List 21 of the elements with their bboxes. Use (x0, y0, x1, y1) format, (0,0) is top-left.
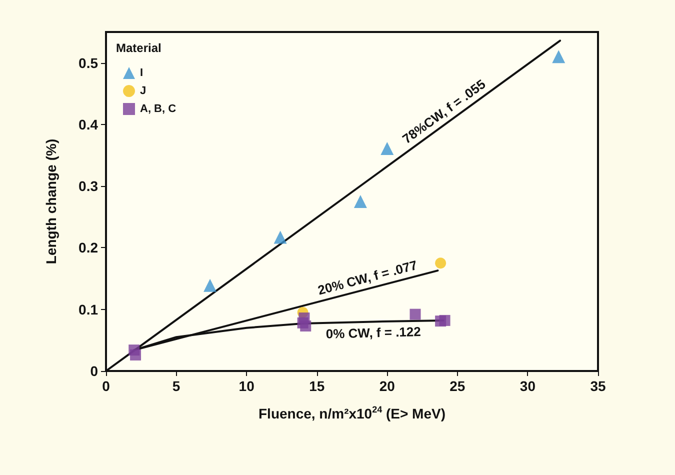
x-tick-label: 15 (309, 378, 325, 394)
y-tick-label: 0.4 (78, 116, 98, 132)
x-tick-label: 20 (379, 378, 396, 394)
legend-label: I (140, 67, 144, 79)
x-tick-label: 25 (450, 378, 466, 394)
annotation: 20% CW, f = .077 (316, 257, 419, 298)
x-tick-label: 30 (520, 378, 536, 394)
legend-label: J (140, 85, 146, 97)
x-tick-label: 35 (590, 378, 606, 394)
y-tick-label: 0.5 (78, 54, 98, 71)
legend-title: Material (116, 41, 162, 55)
y-tick-label: 0.3 (78, 178, 98, 194)
x-tick-label: 5 (172, 378, 180, 394)
x-tick-label: 0 (102, 378, 110, 394)
y-tick-label: 0.1 (78, 301, 98, 318)
legend-label: A, B, C (140, 103, 176, 115)
x-tick-label: 10 (238, 378, 255, 394)
y-tick-label: 0 (90, 363, 98, 379)
y-tick-label: 0.2 (78, 240, 98, 256)
y-axis-title: Length change (%) (43, 138, 59, 264)
annotation: 0% CW, f = .122 (326, 324, 422, 342)
